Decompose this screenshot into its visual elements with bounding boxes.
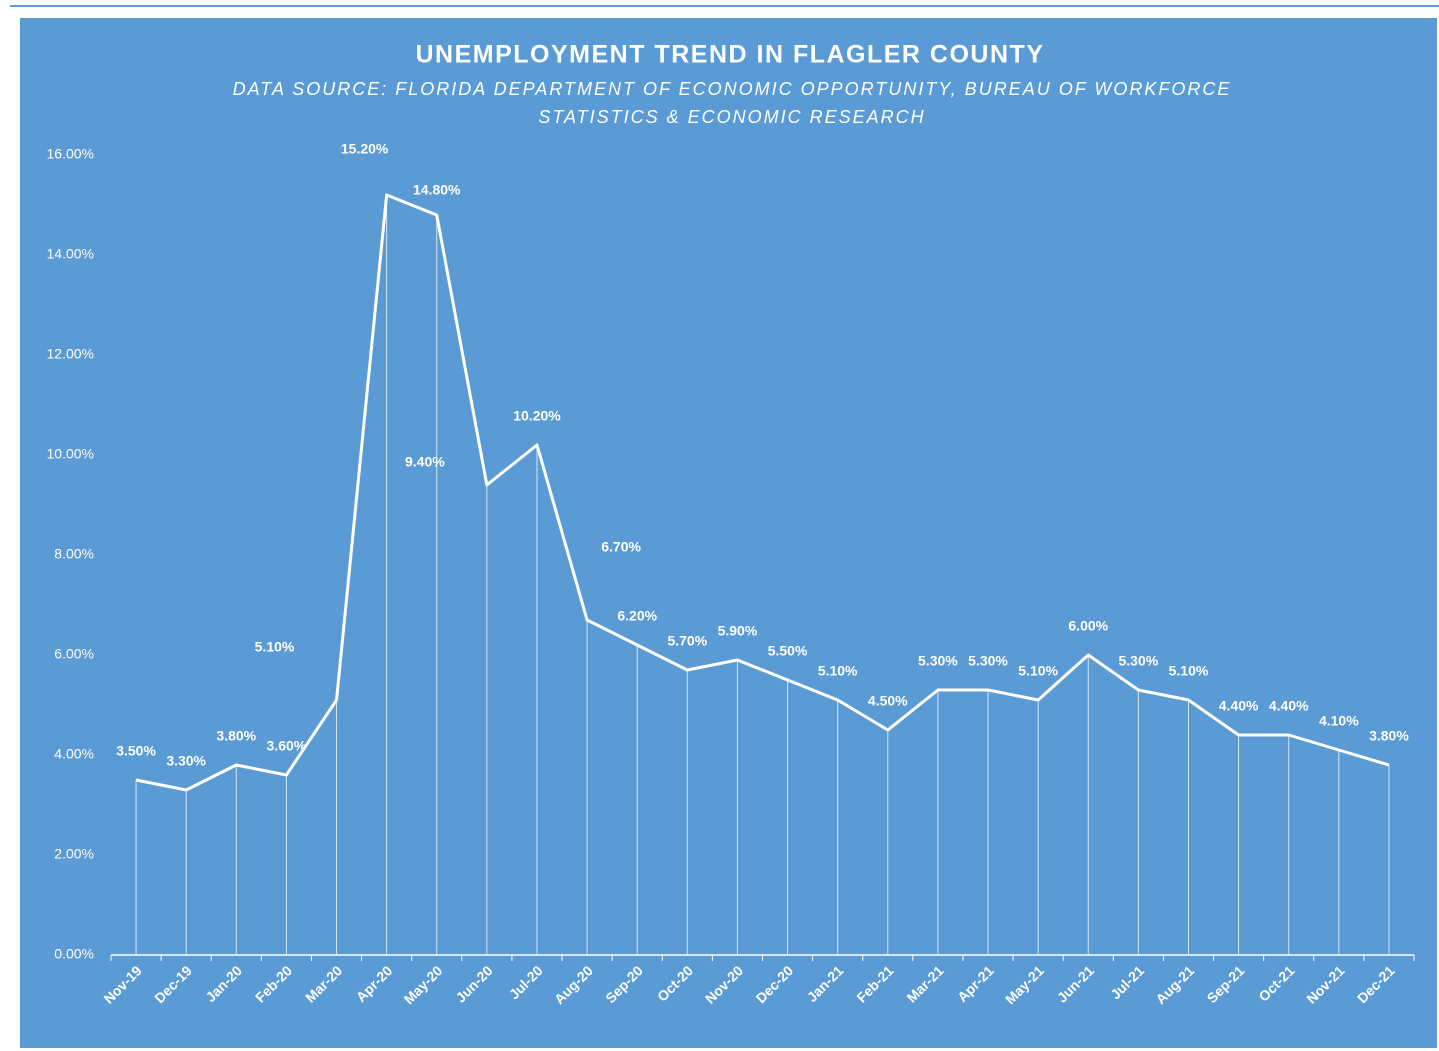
y-tick-label: 16.00% [47, 146, 94, 162]
y-tick-label: 4.00% [54, 746, 94, 762]
data-label: 3.80% [216, 728, 256, 744]
data-label: 3.50% [116, 743, 156, 759]
data-label: 3.80% [1369, 728, 1409, 744]
y-tick-label: 10.00% [47, 446, 94, 462]
data-label: 14.80% [413, 182, 461, 198]
data-label: 3.60% [267, 738, 307, 754]
data-label: 5.90% [718, 623, 758, 639]
data-label: 5.30% [1119, 653, 1159, 669]
data-label: 5.50% [768, 643, 808, 659]
data-label: 4.50% [868, 693, 908, 709]
chart-subtitle: DATA SOURCE: FLORIDA DEPARTMENT OF ECONO… [233, 79, 1232, 99]
data-label: 5.30% [918, 653, 958, 669]
data-label: 5.10% [255, 639, 295, 655]
chart-title: UNEMPLOYMENT TREND IN FLAGLER COUNTY [416, 41, 1045, 69]
y-tick-label: 6.00% [54, 646, 94, 662]
chart-background [20, 18, 1437, 1048]
data-label: 4.40% [1219, 698, 1259, 714]
data-label: 10.20% [513, 408, 561, 424]
y-tick-label: 12.00% [47, 346, 94, 362]
data-label: 4.40% [1269, 698, 1309, 714]
data-label: 4.10% [1319, 713, 1359, 729]
line [135, 193, 1390, 792]
data-label: 15.20% [341, 141, 389, 157]
data-label: 5.70% [667, 633, 707, 649]
y-tick-label: 14.00% [47, 246, 94, 262]
data-label: 6.00% [1068, 618, 1108, 634]
data-label: 5.30% [968, 653, 1008, 669]
y-tick-label: 8.00% [54, 546, 94, 562]
data-label: 5.10% [1018, 663, 1058, 679]
chart-subtitle: STATISTICS & ECONOMIC RESEARCH [538, 107, 925, 127]
data-label: 5.10% [1169, 663, 1209, 679]
y-tick-label: 0.00% [54, 946, 94, 962]
data-label: 9.40% [405, 454, 445, 470]
data-label: 6.70% [601, 539, 641, 555]
data-label: 5.10% [818, 663, 858, 679]
data-label: 6.20% [617, 608, 657, 624]
data-label: 3.30% [166, 753, 206, 769]
y-tick-label: 2.00% [54, 846, 94, 862]
